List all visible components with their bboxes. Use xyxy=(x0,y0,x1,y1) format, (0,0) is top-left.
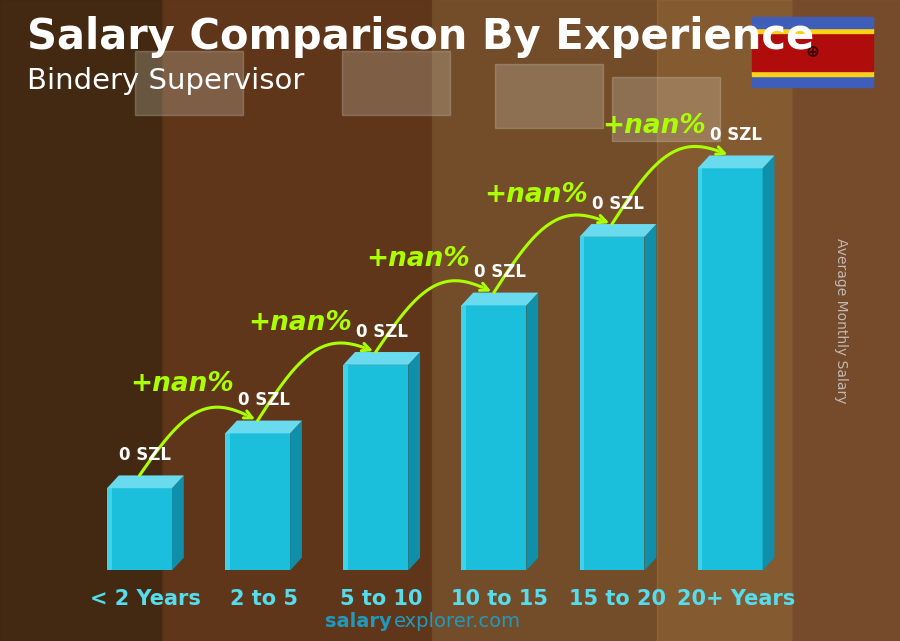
Polygon shape xyxy=(107,476,184,488)
Text: 0 SZL: 0 SZL xyxy=(356,322,408,340)
Polygon shape xyxy=(107,488,172,570)
Text: Salary Comparison By Experience: Salary Comparison By Experience xyxy=(27,16,814,58)
Polygon shape xyxy=(343,365,348,570)
Polygon shape xyxy=(225,433,230,570)
Text: 5 to 10: 5 to 10 xyxy=(340,589,423,609)
Text: +nan%: +nan% xyxy=(248,310,352,336)
Bar xyxy=(752,17,873,28)
Polygon shape xyxy=(225,433,290,570)
Bar xyxy=(752,33,873,71)
Text: explorer.com: explorer.com xyxy=(394,612,521,631)
Text: 0 SZL: 0 SZL xyxy=(592,195,644,213)
Text: +nan%: +nan% xyxy=(484,181,588,208)
Polygon shape xyxy=(462,305,526,570)
Bar xyxy=(752,76,873,87)
Text: 0 SZL: 0 SZL xyxy=(120,446,171,464)
Text: Average Monthly Salary: Average Monthly Salary xyxy=(834,238,849,403)
Polygon shape xyxy=(409,352,420,570)
Polygon shape xyxy=(580,237,644,570)
Text: 0 SZL: 0 SZL xyxy=(473,263,526,281)
Text: 20+ Years: 20+ Years xyxy=(677,589,796,609)
Text: +nan%: +nan% xyxy=(130,371,233,397)
Text: 0 SZL: 0 SZL xyxy=(710,126,762,144)
Polygon shape xyxy=(343,352,420,365)
Polygon shape xyxy=(644,224,656,570)
Text: ⊕: ⊕ xyxy=(806,43,819,61)
Polygon shape xyxy=(580,237,584,570)
Polygon shape xyxy=(225,420,302,433)
Bar xyxy=(752,28,873,33)
Text: Bindery Supervisor: Bindery Supervisor xyxy=(27,67,304,96)
Text: +nan%: +nan% xyxy=(602,113,706,139)
Polygon shape xyxy=(698,169,702,570)
Polygon shape xyxy=(107,488,112,570)
Polygon shape xyxy=(172,476,184,570)
Polygon shape xyxy=(580,224,656,237)
Text: +nan%: +nan% xyxy=(366,246,470,272)
Text: 0 SZL: 0 SZL xyxy=(238,391,290,409)
Bar xyxy=(752,71,873,76)
Text: 2 to 5: 2 to 5 xyxy=(230,589,298,609)
Polygon shape xyxy=(462,292,538,305)
Polygon shape xyxy=(762,156,774,570)
Text: < 2 Years: < 2 Years xyxy=(90,589,201,609)
Polygon shape xyxy=(526,292,538,570)
Polygon shape xyxy=(462,305,466,570)
Polygon shape xyxy=(290,420,302,570)
Polygon shape xyxy=(698,156,774,169)
Text: 15 to 20: 15 to 20 xyxy=(570,589,666,609)
Text: 10 to 15: 10 to 15 xyxy=(451,589,548,609)
Polygon shape xyxy=(343,365,409,570)
Text: salary: salary xyxy=(325,612,392,631)
Polygon shape xyxy=(698,169,762,570)
